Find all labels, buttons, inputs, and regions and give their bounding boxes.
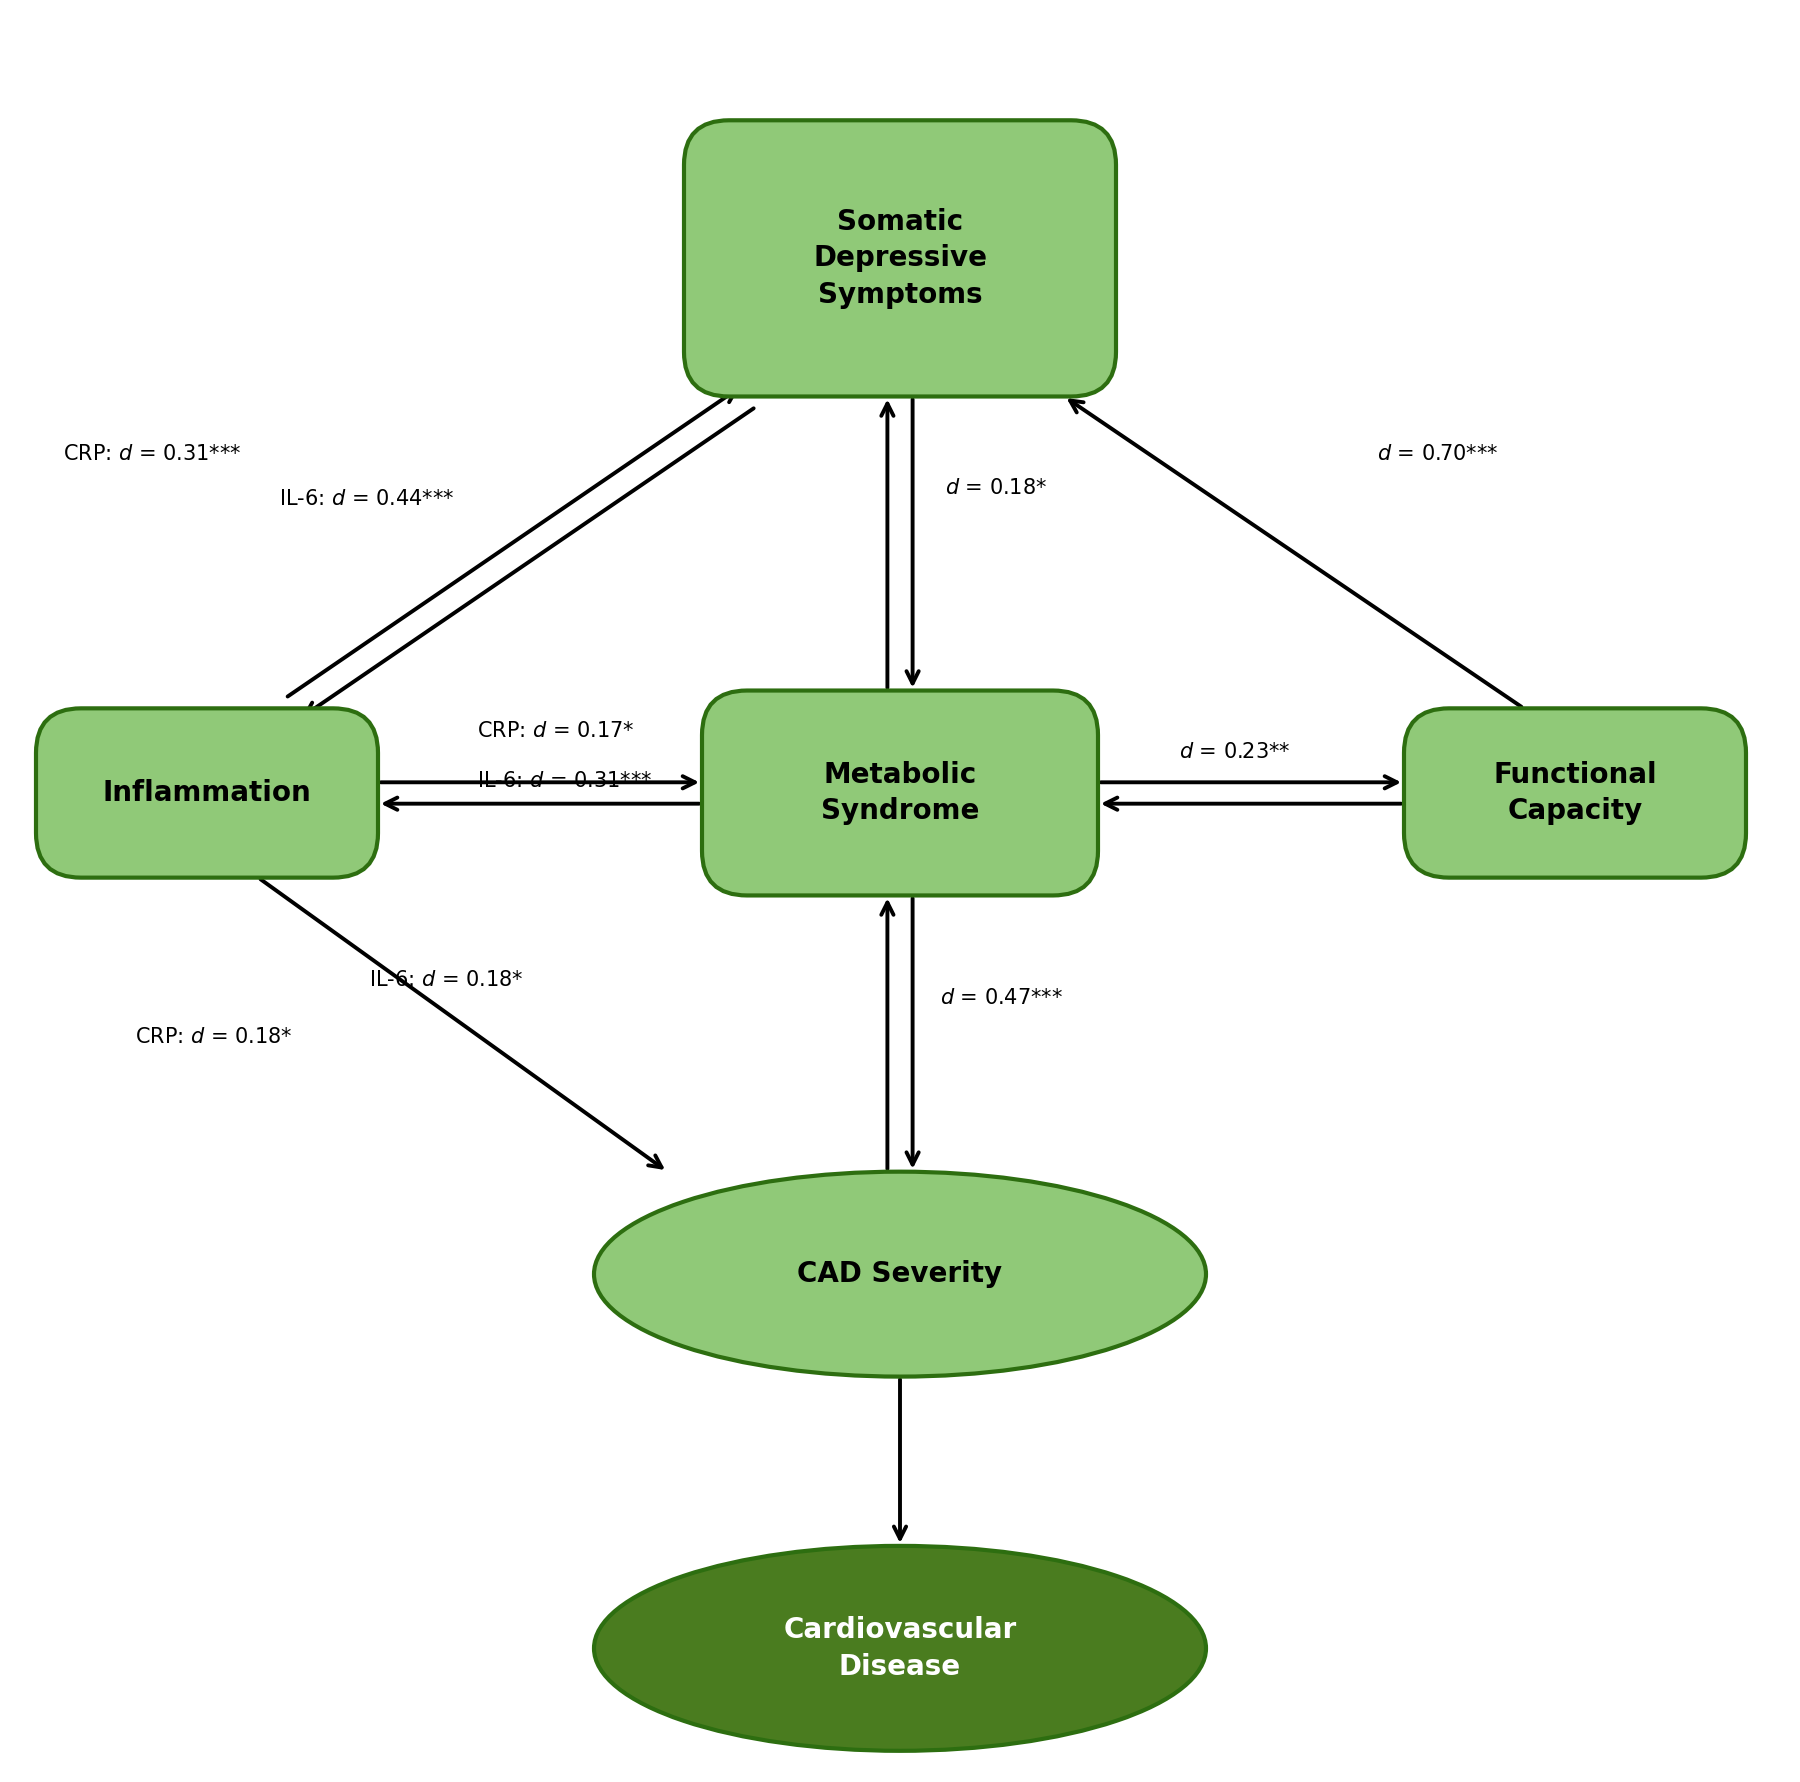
Text: CRP: $d$ = 0.18*: CRP: $d$ = 0.18* [135,1026,293,1048]
FancyBboxPatch shape [1404,707,1746,877]
FancyBboxPatch shape [36,707,378,877]
Text: Cardiovascular
Disease: Cardiovascular Disease [783,1616,1017,1680]
Text: Metabolic
Syndrome: Metabolic Syndrome [821,761,979,825]
Text: CRP: $d$ = 0.31***: CRP: $d$ = 0.31*** [63,444,241,465]
Text: Somatic
Depressive
Symptoms: Somatic Depressive Symptoms [814,207,986,310]
Text: $d$ = 0.23**: $d$ = 0.23** [1179,741,1291,763]
Ellipse shape [594,1545,1206,1750]
Text: IL-6: $d$ = 0.44***: IL-6: $d$ = 0.44*** [279,488,454,510]
Text: Functional
Capacity: Functional Capacity [1494,761,1656,825]
Text: CRP: $d$ = 0.17*: CRP: $d$ = 0.17* [477,720,635,741]
Text: $d$ = 0.47***: $d$ = 0.47*** [940,987,1062,1009]
Text: $d$ = 0.70***: $d$ = 0.70*** [1377,444,1499,465]
Ellipse shape [594,1173,1206,1376]
FancyBboxPatch shape [702,690,1098,895]
Text: $d$ = 0.18*: $d$ = 0.18* [945,478,1048,499]
Text: Inflammation: Inflammation [103,779,311,807]
Text: IL-6: $d$ = 0.18*: IL-6: $d$ = 0.18* [369,969,524,991]
Text: IL-6: $d$ = 0.31***: IL-6: $d$ = 0.31*** [477,770,652,791]
FancyBboxPatch shape [684,121,1116,397]
Text: CAD Severity: CAD Severity [797,1260,1003,1288]
